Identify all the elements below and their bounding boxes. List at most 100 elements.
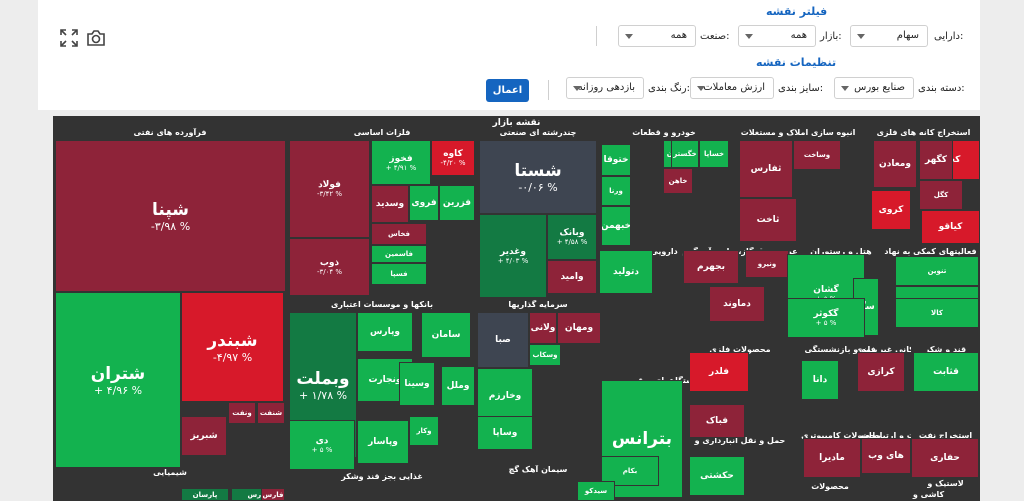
- stock-tile[interactable]: فخاس: [371, 223, 427, 245]
- stock-tile[interactable]: پارسان: [181, 488, 229, 501]
- group-title: محصولات فلزی: [709, 345, 771, 354]
- asset-select-value: سهام: [896, 30, 919, 41]
- stock-tile[interactable]: قثابت: [913, 352, 979, 392]
- stock-tile[interactable]: وسکاب: [529, 344, 561, 366]
- stock-tile[interactable]: وسدید: [371, 185, 409, 223]
- stock-tile[interactable]: کگل: [919, 180, 963, 210]
- stock-tile[interactable]: خساپا: [699, 140, 729, 168]
- stock-tile[interactable]: حکشتی: [689, 456, 745, 496]
- stock-tile[interactable]: کیاقو: [921, 210, 980, 244]
- color-select-value: بازدهی روزانه: [577, 82, 635, 93]
- stock-symbol: دی: [315, 436, 329, 446]
- stock-tile[interactable]: گکوثر + ۵ %: [787, 298, 865, 338]
- stock-tile[interactable]: صبا: [477, 312, 529, 368]
- stock-tile[interactable]: ونفت: [228, 402, 256, 424]
- stock-tile[interactable]: ختوقا: [601, 144, 631, 176]
- stock-tile[interactable]: دماوند: [709, 286, 765, 322]
- stock-tile[interactable]: شپنا -۳/۹۸ %: [55, 140, 286, 292]
- stock-symbol: دانا: [812, 375, 828, 385]
- stock-tile[interactable]: دانا: [801, 360, 839, 400]
- stock-tile[interactable]: ورنا: [601, 176, 631, 206]
- stock-tile[interactable]: وملل: [441, 366, 475, 406]
- stock-tile[interactable]: فروی: [409, 185, 439, 221]
- market-treemap: نقشه بازار فرآورده های نفتی فلزات اساسی چن…: [53, 116, 980, 501]
- group-title: دارویی: [650, 247, 678, 256]
- stock-tile[interactable]: خبهمن: [601, 206, 631, 246]
- stock-tile[interactable]: فولاد -۳/۴۲ %: [289, 140, 370, 238]
- stock-tile[interactable]: ذوب -۳/۰۴ %: [289, 238, 370, 296]
- stock-change: -۳/۰۴ %: [316, 268, 343, 276]
- stock-tile[interactable]: ومهان: [557, 312, 601, 344]
- stock-tile[interactable]: ولانی: [529, 312, 557, 344]
- stock-tile[interactable]: تنوین: [895, 256, 979, 286]
- stock-tile[interactable]: کرازی: [857, 352, 905, 392]
- stock-tile[interactable]: فاسمین: [371, 245, 427, 263]
- color-select[interactable]: بازدهی روزانه: [566, 77, 644, 99]
- stock-tile[interactable]: کالا: [895, 298, 979, 328]
- stock-tile[interactable]: شستا -۰/۰۶ %: [479, 140, 597, 214]
- stock-symbol: شتران: [90, 363, 146, 384]
- stock-tile[interactable]: وامید: [547, 260, 597, 294]
- fullscreen-icon[interactable]: [60, 29, 78, 51]
- stock-tile[interactable]: دتولید: [599, 250, 653, 294]
- group-title: غذایی بجز قند وشکر: [341, 472, 423, 481]
- stock-tile[interactable]: فارس: [261, 488, 285, 501]
- stock-tile[interactable]: وغدیر + ۴/۰۳ %: [479, 214, 547, 298]
- stock-tile[interactable]: سیدکو: [577, 481, 615, 501]
- stock-tile[interactable]: فباک: [689, 404, 745, 438]
- stock-tile[interactable]: وخارزم: [477, 368, 533, 424]
- stock-tile[interactable]: شبریز: [181, 416, 227, 456]
- stock-tile[interactable]: فزرین: [439, 185, 475, 221]
- chevron-down-icon: [625, 34, 633, 39]
- stock-tile[interactable]: وپاسار: [357, 420, 409, 464]
- size-select[interactable]: ارزش معاملات: [690, 77, 774, 99]
- group-title: چندرشته ای صنعتی: [499, 128, 577, 137]
- stock-tile[interactable]: وساپا: [477, 416, 533, 450]
- stock-tile[interactable]: خاهن: [663, 168, 693, 194]
- group-select[interactable]: صنایع بورس: [834, 77, 914, 99]
- stock-tile[interactable]: شبندر -۴/۹۷ %: [181, 292, 284, 402]
- group-title: کاشی و: [912, 490, 945, 499]
- stock-tile[interactable]: فسپا: [371, 263, 427, 285]
- stock-tile[interactable]: شنفت: [257, 402, 285, 424]
- stock-change: + ۴/۰۳ %: [497, 257, 529, 265]
- stock-tile[interactable]: سامان: [421, 312, 471, 358]
- stock-tile[interactable]: وسینا: [399, 362, 435, 406]
- stock-tile[interactable]: کگهر: [919, 140, 953, 180]
- group-title: فرآورده های نفتی: [133, 128, 207, 137]
- stock-symbol: وبملت: [296, 368, 350, 389]
- apply-button[interactable]: اعمال: [486, 79, 529, 102]
- industry-select[interactable]: همه: [618, 25, 696, 47]
- stock-tile[interactable]: بجهرم: [683, 250, 739, 284]
- stock-symbol: شبندر: [207, 330, 258, 351]
- stock-tile[interactable]: فلدر: [689, 352, 749, 392]
- stock-tile[interactable]: ثاخت: [739, 198, 797, 242]
- group-title: لاستیک و: [927, 479, 964, 488]
- chevron-down-icon: [697, 86, 705, 91]
- stock-tile[interactable]: حفاری: [911, 438, 979, 478]
- stock-tile[interactable]: های وب: [861, 438, 911, 474]
- stock-tile[interactable]: وساخت: [793, 140, 841, 170]
- stock-tile[interactable]: خگستر: [671, 140, 699, 168]
- stock-tile[interactable]: کروی: [871, 190, 911, 230]
- camera-icon[interactable]: [86, 29, 106, 51]
- stock-tile[interactable]: شتران + ۴/۹۶ %: [55, 292, 181, 468]
- stock-tile[interactable]: دی + ۵ %: [289, 420, 355, 470]
- stock-tile[interactable]: ومعادن: [873, 140, 917, 188]
- stock-symbol: حفاری: [930, 453, 960, 463]
- stock-tile[interactable]: وپارس: [357, 312, 413, 352]
- stock-tile[interactable]: مادیرا: [803, 438, 861, 478]
- market-label: بازار:: [820, 31, 842, 42]
- stock-tile[interactable]: ونیرو: [745, 250, 789, 278]
- stock-symbol: های وب: [868, 451, 904, 461]
- stock-tile[interactable]: کاوه -۴/۲۰ %: [431, 140, 475, 176]
- stock-symbol: ثفارس: [750, 164, 782, 174]
- market-select[interactable]: همه: [738, 25, 816, 47]
- stock-symbol: خساپا: [703, 150, 725, 158]
- asset-select[interactable]: سهام: [850, 25, 928, 47]
- stock-tile[interactable]: وکار: [409, 416, 439, 446]
- stock-tile[interactable]: فخوز + ۴/۹۱ %: [371, 140, 431, 185]
- stock-tile[interactable]: وبانک + ۴/۵۸ %: [547, 214, 597, 260]
- stock-symbol: فسپا: [390, 270, 408, 278]
- stock-tile[interactable]: ثفارس: [739, 140, 793, 198]
